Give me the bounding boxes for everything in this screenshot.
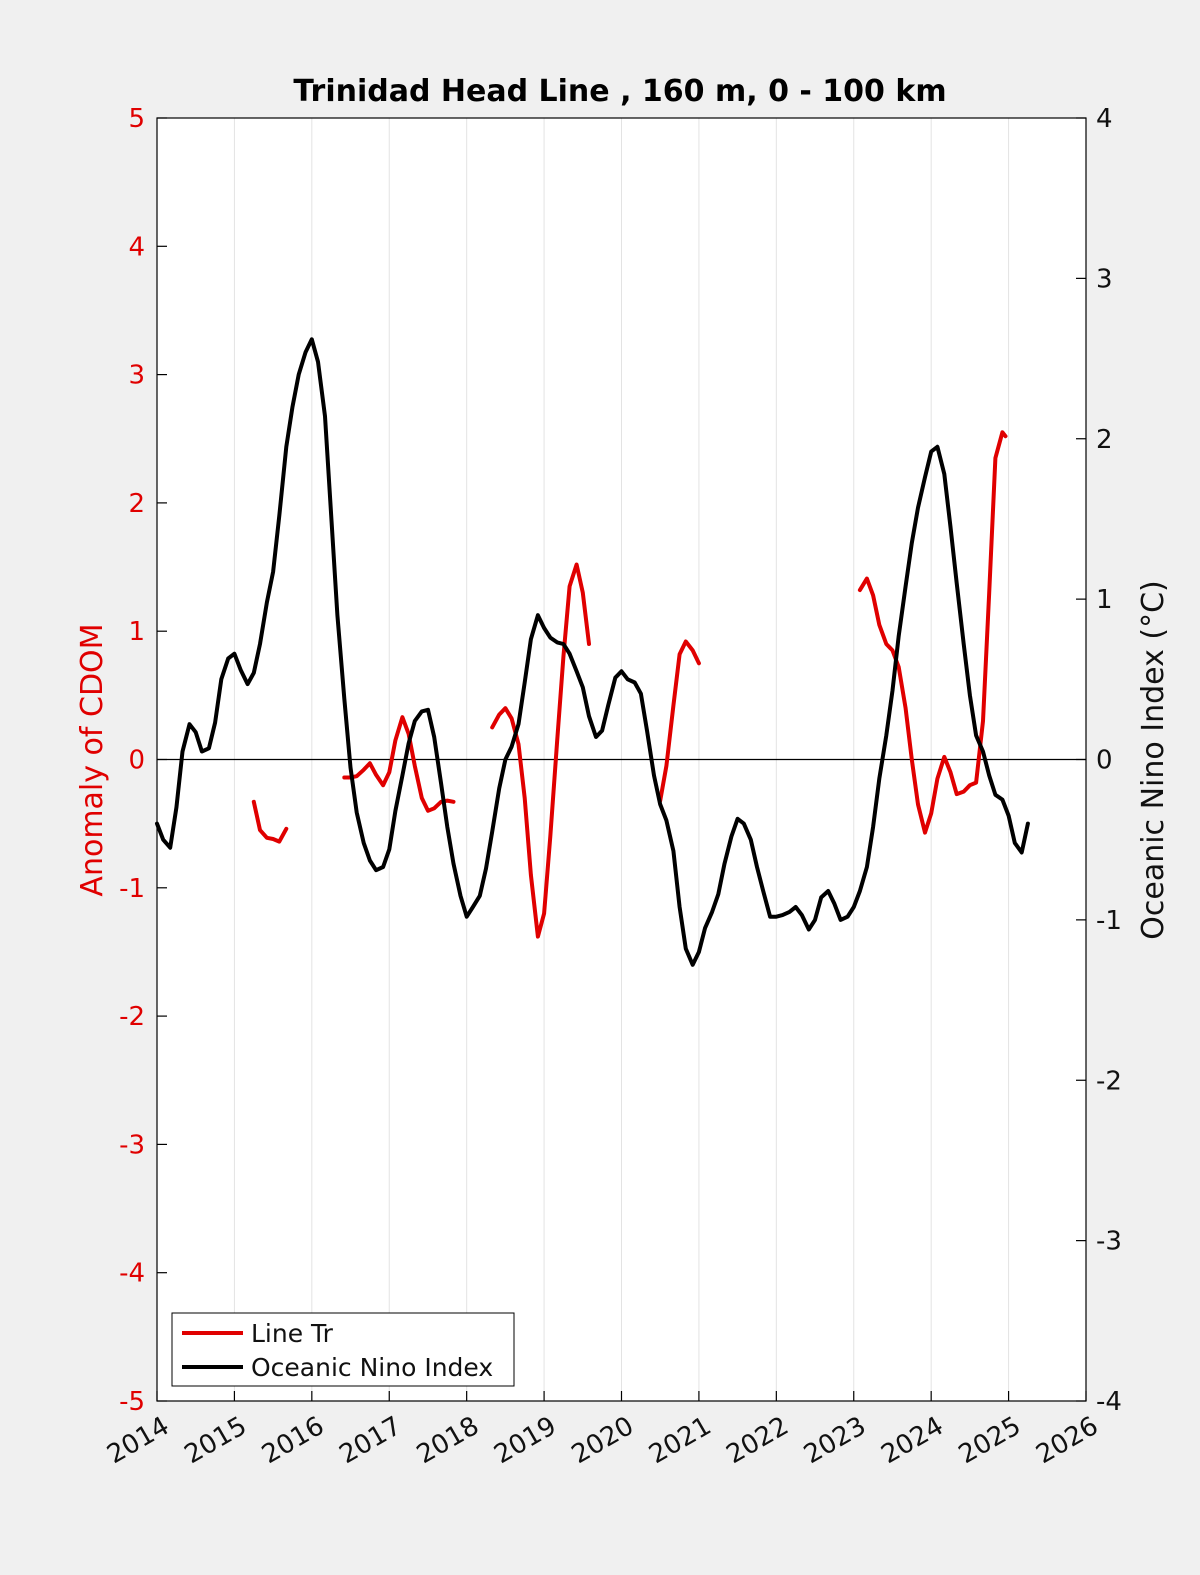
x-tick-label: 2023 bbox=[799, 1411, 871, 1470]
left-tick-label: -4 bbox=[119, 1259, 145, 1289]
right-y-axis-label: Oceanic Nino Index (°C) bbox=[1136, 580, 1171, 940]
x-tick-label: 2016 bbox=[257, 1411, 329, 1470]
left-tick-label: 3 bbox=[128, 361, 145, 391]
left-y-axis: 5 4 3 2 1 0 -1 -2 -3 -4 -5 bbox=[119, 104, 167, 1417]
left-y-axis-label: Anomaly of CDOM bbox=[75, 623, 110, 896]
left-tick-label: 1 bbox=[128, 617, 145, 647]
x-tick-label: 2018 bbox=[412, 1411, 484, 1470]
legend-label-line-tr: Line Tr bbox=[251, 1319, 334, 1348]
series-line-segment bbox=[490, 562, 591, 939]
series-line-segment bbox=[251, 799, 289, 844]
right-tick-label: -3 bbox=[1096, 1227, 1122, 1257]
series-layer bbox=[155, 337, 1030, 967]
right-tick-label: 0 bbox=[1096, 746, 1113, 776]
right-tick-label: 1 bbox=[1096, 585, 1113, 615]
right-tick-label: 3 bbox=[1096, 264, 1113, 294]
left-tick-label: -1 bbox=[119, 874, 145, 904]
right-y-axis: 4 3 2 1 0 -1 -2 -3 -4 bbox=[1076, 104, 1122, 1417]
right-tick-label: -1 bbox=[1096, 906, 1122, 936]
x-tick-label: 2022 bbox=[722, 1411, 794, 1470]
right-tick-label: -2 bbox=[1096, 1066, 1122, 1096]
legend-box bbox=[171, 1312, 515, 1387]
x-tick-label: 2026 bbox=[1031, 1411, 1103, 1470]
left-tick-label: 4 bbox=[128, 232, 145, 262]
x-tick-label: 2019 bbox=[489, 1411, 561, 1470]
left-tick-label: -5 bbox=[119, 1387, 145, 1417]
x-tick-label: 2020 bbox=[567, 1411, 639, 1470]
series-line-segment bbox=[342, 715, 456, 813]
left-tick-label: 2 bbox=[128, 489, 145, 519]
left-tick-label: -3 bbox=[119, 1130, 145, 1160]
series-line-tr bbox=[251, 430, 1008, 939]
series-line-segment bbox=[658, 639, 701, 803]
left-tick-label: -2 bbox=[119, 1002, 145, 1032]
x-tick-label: 2014 bbox=[102, 1411, 174, 1470]
x-tick-label: 2024 bbox=[876, 1411, 948, 1470]
legend: Line Tr Oceanic Nino Index bbox=[171, 1312, 515, 1387]
left-tick-label: 0 bbox=[128, 746, 145, 776]
right-tick-label: 4 bbox=[1096, 104, 1113, 134]
series-oceanic-nino-index bbox=[155, 337, 1030, 967]
legend-label-oni: Oceanic Nino Index bbox=[251, 1353, 493, 1382]
series-line-segment bbox=[857, 430, 1008, 835]
x-tick-label: 2017 bbox=[334, 1411, 406, 1470]
right-tick-label: -4 bbox=[1096, 1387, 1122, 1417]
x-tick-label: 2021 bbox=[644, 1411, 716, 1470]
x-tick-label: 2015 bbox=[180, 1411, 252, 1470]
left-tick-label: 5 bbox=[128, 104, 145, 134]
chart-title: Trinidad Head Line , 160 m, 0 - 100 km bbox=[293, 74, 946, 109]
series-line-segment bbox=[155, 337, 1030, 967]
right-tick-label: 2 bbox=[1096, 425, 1113, 455]
x-tick-label: 2025 bbox=[954, 1411, 1026, 1470]
plot-area bbox=[155, 117, 1087, 1402]
x-axis: 2014 2015 2016 2017 2018 2019 2020 2021 2022 2023… bbox=[102, 1391, 1104, 1470]
